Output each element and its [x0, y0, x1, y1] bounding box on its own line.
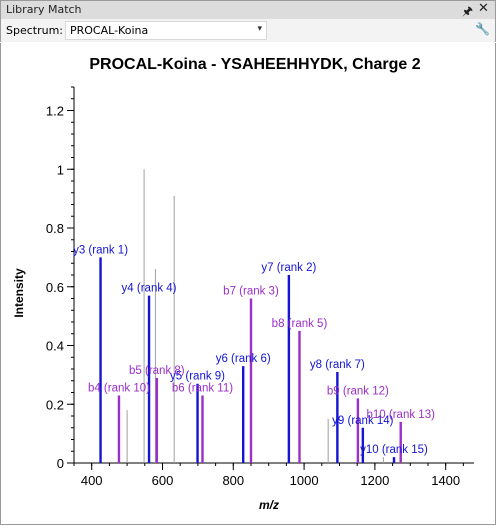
b-ion-label: b9 (rank 12): [327, 385, 389, 397]
chart-area: PROCAL-Koina - YSAHEEHHYDK, Charge 2 Int…: [0, 43, 496, 525]
x-tick-label: 800: [222, 473, 244, 488]
y-tick-label: 0.2: [46, 397, 64, 412]
b-ion-label: b8 (rank 5): [272, 318, 328, 330]
x-tick-label: 400: [81, 473, 103, 488]
spectrum-chart[interactable]: PROCAL-Koina - YSAHEEHHYDK, Charge 2 Int…: [1, 43, 495, 524]
x-tick-label: 1400: [431, 473, 460, 488]
x-tick-label: 1000: [290, 473, 319, 488]
close-icon[interactable]: ✕: [478, 1, 489, 16]
x-axis-label: m/z: [259, 498, 279, 512]
spectrum-select[interactable]: PROCAL-Koina ▾: [65, 21, 267, 40]
y-tick-label: 0.4: [46, 339, 64, 354]
y-ion-label: y3 (rank 1): [73, 244, 128, 256]
y-ion-label: y9 (rank 14): [332, 415, 394, 427]
y-tick-label: 0.6: [46, 280, 64, 295]
chart-title: PROCAL-Koina - YSAHEEHHYDK, Charge 2: [89, 56, 420, 73]
y-ion-label: y10 (rank 15): [360, 444, 428, 456]
spectrum-label: Spectrum:: [6, 24, 64, 37]
y-ion-label: y7 (rank 2): [261, 262, 316, 274]
y-tick-label: 0.8: [46, 221, 64, 236]
spectrum-toolbar: Spectrum: PROCAL-Koina ▾ 🔧: [0, 19, 496, 42]
y-ion-label: y5 (rank 9): [170, 371, 225, 383]
y-tick-label: 0: [57, 456, 64, 471]
x-tick-label: 600: [152, 473, 174, 488]
spectrum-select-value: PROCAL-Koina: [70, 24, 149, 37]
wrench-icon[interactable]: 🔧: [475, 22, 490, 36]
pin-icon[interactable]: 🖈: [462, 4, 474, 18]
y-ion-label: y8 (rank 7): [310, 359, 365, 371]
y-tick-label: 1.2: [46, 104, 64, 119]
b-ion-label: b5 (rank 8): [129, 365, 185, 377]
window-title: Library Match: [6, 3, 82, 16]
b-ion-label: b7 (rank 3): [223, 286, 279, 298]
y-ion-label: y4 (rank 4): [122, 283, 177, 295]
x-tick-label: 1200: [360, 473, 389, 488]
plot-area: 0 0.2 0.4 0.6 0.8 1 1.2 400 600 800 1000 1200 1400 y3…: [46, 86, 474, 488]
b-ion-label: b6 (rank 11): [172, 382, 233, 394]
y-ion-label: y6 (rank 6): [216, 353, 271, 365]
b-ion-label: b10 (rank 13): [367, 409, 436, 421]
chevron-down-icon[interactable]: ▾: [257, 24, 262, 34]
window-titlebar: Library Match 🖈 ✕: [0, 0, 496, 20]
y-axis-label: Intensity: [12, 268, 26, 318]
b-ion-label: b4 (rank 10): [88, 382, 150, 394]
y-tick-label: 1: [57, 162, 64, 177]
